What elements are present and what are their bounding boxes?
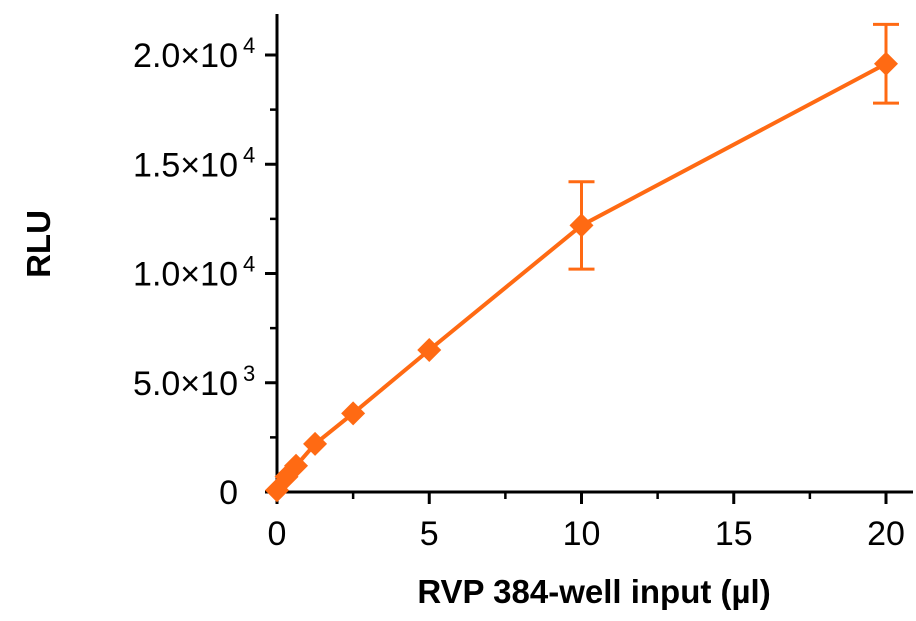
data-point-diamond [303,431,328,456]
y-tick-exponent: 4 [243,142,255,167]
x-tick-label: 10 [563,515,601,553]
y-tick-exponent: 4 [243,33,255,58]
x-tick-label: 20 [867,515,905,553]
series-line [275,61,887,492]
y-tick-exponent: 3 [243,361,255,386]
tick-marks [265,53,888,504]
data-point-diamond [341,401,366,426]
y-tick-label: 0 [219,474,238,512]
y-tick-label: 2.0×10 [133,37,238,75]
y-tick-exponent: 4 [243,252,255,277]
data-point-diamond [874,51,898,76]
x-tick-label: 15 [715,515,753,553]
x-tick-label: 0 [268,515,287,553]
x-tick-label: 5 [420,515,439,553]
y-tick-label: 5.0×10 [133,365,238,403]
y-axis-title: RLU [20,210,57,278]
data-point-diamond [284,453,309,478]
x-axis-title: RVP 384-well input (µl) [417,573,770,610]
y-tick-label: 1.5×10 [133,146,238,184]
series-group [265,22,899,503]
axes [275,14,913,494]
data-point-diamond [417,337,442,362]
y-tick-label: 1.0×10 [133,256,238,294]
data-point-diamond [569,213,594,238]
